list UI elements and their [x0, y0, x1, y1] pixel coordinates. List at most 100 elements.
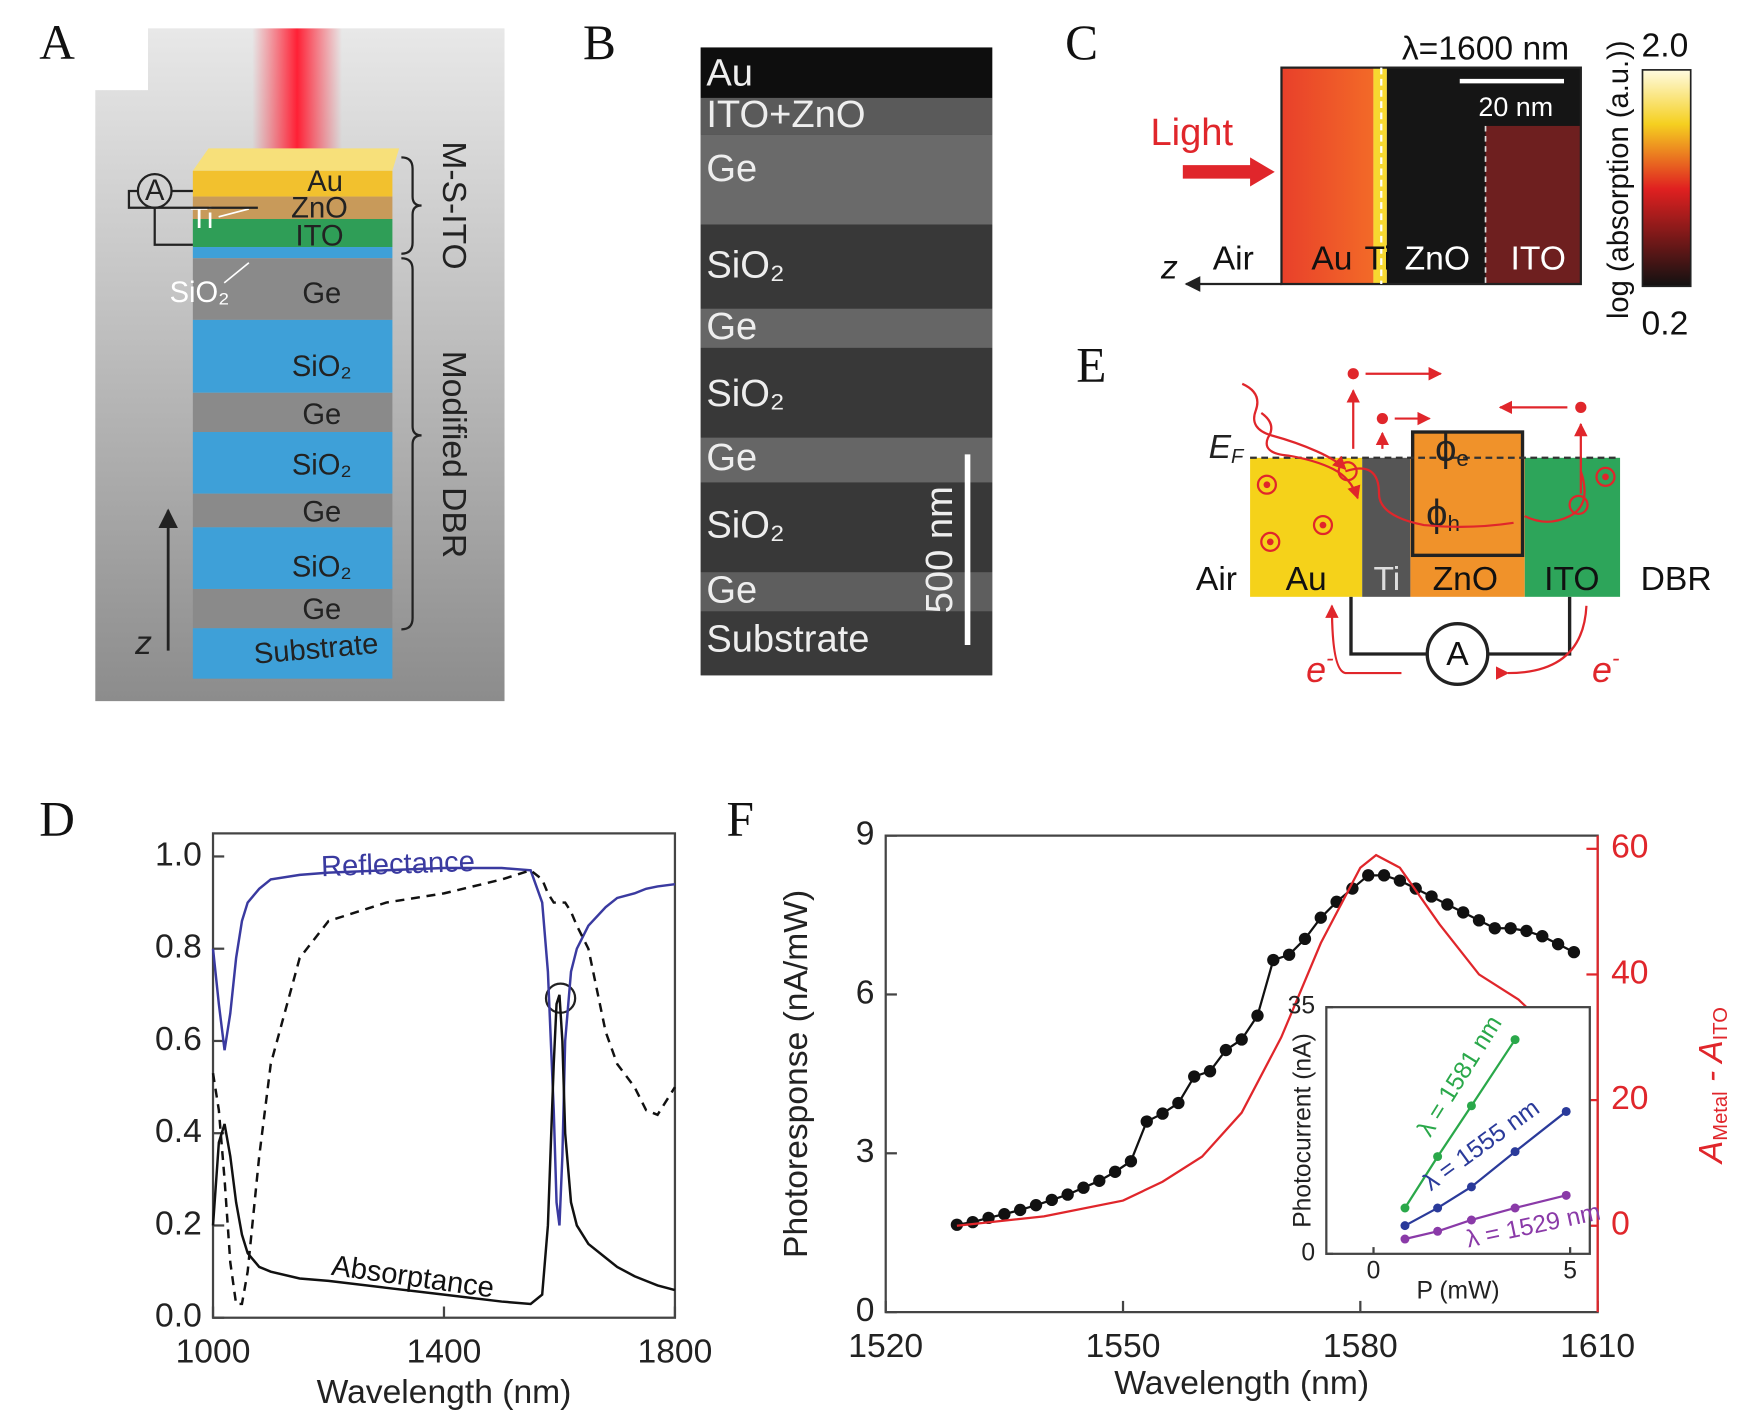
light-arrow — [1182, 157, 1275, 187]
circuit — [1349, 596, 1572, 656]
photon — [1524, 470, 1586, 523]
data-point — [1124, 1155, 1138, 1168]
barrier — [1410, 430, 1525, 558]
series-label: Absorptance — [330, 1250, 496, 1304]
y-tick-label: 0 — [856, 1292, 875, 1329]
plasmon — [1260, 531, 1281, 552]
text: e — [1592, 651, 1612, 691]
panel-e: EF ϕe ϕh Air Au Ti ZnO ITO DBR A e- e- — [1196, 366, 1712, 691]
data-point — [1520, 924, 1533, 938]
y2-tick-label: 0 — [1611, 1206, 1630, 1243]
data-point — [1093, 1174, 1106, 1187]
colorbar-min: 0.2 — [1642, 305, 1689, 342]
layer-label: ITO — [296, 221, 344, 253]
data-point — [1400, 1234, 1410, 1244]
data-point — [1441, 898, 1454, 911]
sio2-label: SiO₂ — [170, 277, 230, 309]
layer — [192, 258, 393, 320]
layer — [192, 170, 393, 197]
ammeter-label: A — [145, 175, 165, 207]
hole — [1568, 494, 1589, 515]
data-point — [1433, 1203, 1443, 1213]
layer — [700, 482, 993, 573]
data-point — [1466, 1101, 1476, 1111]
data-point — [1400, 1221, 1410, 1231]
layer-label: Ge — [706, 437, 757, 479]
light-label: Light — [1150, 112, 1233, 154]
x-tick-label: 1610 — [1560, 1328, 1635, 1365]
text: E — [1209, 429, 1232, 466]
layer-label: ITO+ZnO — [706, 94, 865, 136]
layer — [700, 308, 993, 348]
colorbar-label: log (absorption (a.u.)) — [1603, 40, 1635, 319]
data-point — [1433, 1152, 1443, 1162]
data-point — [1472, 914, 1486, 927]
frame — [1280, 66, 1582, 286]
label-part: - A — [1693, 1040, 1730, 1091]
data-point — [1510, 1035, 1520, 1045]
y-tick-label: 1.0 — [155, 836, 202, 873]
data-point — [1393, 874, 1407, 887]
layer — [700, 347, 993, 438]
data-point — [1425, 890, 1438, 903]
layer-label: Substrate — [706, 619, 869, 661]
plasmon — [1256, 474, 1277, 495]
barrier-label: ϕe — [1435, 428, 1469, 471]
label-subscript: ITO — [1710, 1007, 1732, 1040]
layer — [700, 611, 993, 676]
data-point — [1029, 1199, 1043, 1212]
layer — [192, 432, 393, 494]
subscript: h — [1447, 511, 1459, 536]
y-tick-label: 0.4 — [155, 1113, 202, 1150]
x-axis-label: Wavelength (nm) — [1114, 1365, 1369, 1402]
layer-label: Ge — [302, 278, 341, 310]
layer — [700, 97, 993, 135]
data-point — [1504, 922, 1517, 935]
x-axis-label: P (mW) — [1417, 1277, 1500, 1304]
y2-tick-label: 60 — [1611, 829, 1648, 866]
region-label: Air — [1196, 561, 1237, 598]
axis-label: z — [134, 625, 152, 662]
layer — [700, 134, 993, 225]
layer — [700, 47, 993, 98]
layer-label: Au — [706, 53, 753, 95]
x-tick-label: 1000 — [176, 1333, 251, 1370]
data-point — [1203, 1065, 1217, 1078]
colorbar — [1641, 69, 1692, 288]
layer-label: Ge — [706, 569, 757, 611]
layer-label: SiO₂ — [292, 351, 352, 383]
y-tick-label: 0.2 — [155, 1205, 202, 1242]
region — [1524, 457, 1621, 597]
y-tick-label: 35 — [1288, 993, 1315, 1020]
data-point — [1536, 930, 1549, 943]
y-tick-label: 0.8 — [155, 929, 202, 966]
text: ϕ — [1426, 493, 1447, 535]
x-axis-label: Wavelength (nm) — [317, 1374, 572, 1411]
electron-label: e- — [1306, 646, 1333, 691]
layer — [192, 247, 393, 259]
photon — [1345, 467, 1514, 528]
layer-label: SiO₂ — [706, 504, 784, 546]
plot-frame — [1325, 1006, 1591, 1255]
layer — [192, 319, 393, 393]
layer-label: SiO₂ — [292, 551, 352, 583]
y-axis-label: Photoresponse (nA/mW) — [778, 890, 815, 1258]
layer-label: Ge — [706, 306, 757, 348]
text: e — [1306, 651, 1326, 691]
series-line — [956, 874, 1575, 1226]
superscript: - — [1612, 646, 1619, 671]
panel-a: Au ZnO ITO Ge SiO₂ Ge SiO₂ Ge SiO₂ Ge Su… — [95, 28, 505, 702]
y-axis-label: Photocurrent (nA) — [1289, 1033, 1316, 1228]
y-tick-label: 6 — [856, 974, 875, 1011]
label-subscript: Metal — [1710, 1091, 1732, 1140]
region-label: Ti — [1373, 561, 1400, 598]
y2-axis-label: AMetal - AITO — [1693, 1007, 1732, 1165]
layer-label: Ge — [302, 399, 341, 431]
layer-label: ZnO — [291, 193, 348, 225]
top-face — [192, 148, 400, 171]
data-point — [1156, 1107, 1169, 1120]
data-point — [1298, 932, 1312, 946]
series-line — [211, 866, 676, 1226]
